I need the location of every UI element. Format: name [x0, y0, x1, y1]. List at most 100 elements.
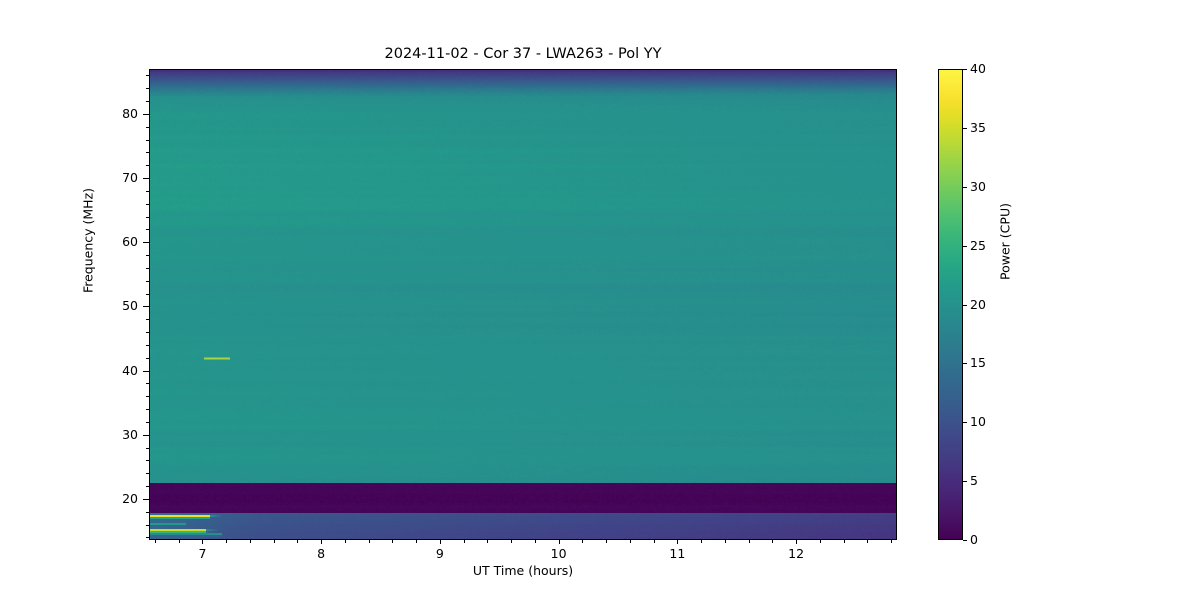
- x-tick-minor: [344, 540, 346, 543]
- x-axis-label: UT Time (hours): [472, 563, 574, 578]
- x-tick-minor: [701, 540, 703, 543]
- y-tick-label: 30: [122, 426, 138, 442]
- x-tick-minor: [249, 540, 251, 543]
- colorbar-tick: [963, 363, 967, 365]
- colorbar-tick: [963, 245, 967, 247]
- x-tick-major: [796, 540, 798, 544]
- colorbar-tick-label: 30: [970, 178, 986, 194]
- y-tick-minor: [145, 486, 149, 488]
- y-tick-minor: [145, 511, 149, 513]
- colorbar-tick-label: 25: [970, 237, 986, 253]
- y-tick-minor: [145, 216, 149, 218]
- colorbar-gradient: [939, 70, 962, 539]
- y-tick-minor: [145, 190, 149, 192]
- x-tick-major: [439, 540, 441, 544]
- colorbar-label: Power (CPU): [997, 203, 1013, 280]
- x-tick-minor: [772, 540, 774, 543]
- colorbar-tick-label: 40: [970, 61, 986, 76]
- colorbar-tick: [963, 481, 967, 483]
- y-tick-minor: [145, 101, 149, 103]
- x-tick-major: [321, 540, 323, 544]
- colorbar-tick: [963, 540, 967, 541]
- x-tick-minor: [724, 540, 726, 543]
- y-tick-major: [143, 178, 149, 180]
- x-tick-minor: [178, 540, 180, 543]
- y-tick-label: 60: [122, 234, 138, 250]
- x-tick-label: 8: [317, 546, 326, 561]
- x-tick-minor: [534, 540, 536, 543]
- colorbar[interactable]: [938, 69, 963, 540]
- x-tick-minor: [653, 540, 655, 543]
- x-tick-label: 11: [669, 546, 686, 561]
- y-tick-minor: [145, 126, 149, 128]
- spectrogram-image: [150, 70, 896, 539]
- x-tick-minor: [891, 540, 893, 543]
- x-tick-minor: [867, 540, 869, 543]
- y-tick-label: 20: [122, 490, 138, 506]
- x-tick-major: [677, 540, 679, 544]
- y-tick-minor: [145, 537, 149, 539]
- spectrogram-axes[interactable]: [149, 69, 897, 540]
- colorbar-tick: [963, 127, 967, 129]
- y-tick-minor: [145, 383, 149, 385]
- x-tick-minor: [416, 540, 418, 543]
- x-tick-minor: [487, 540, 489, 543]
- y-tick-minor: [145, 409, 149, 411]
- colorbar-tick: [963, 69, 967, 70]
- x-tick-minor: [582, 540, 584, 543]
- page-title: 2024-11-02 - Cor 37 - LWA263 - Pol YY: [384, 46, 662, 62]
- y-tick-minor: [145, 88, 149, 90]
- y-tick-label: 50: [122, 298, 138, 314]
- x-tick-minor: [226, 540, 228, 543]
- y-tick-minor: [145, 460, 149, 462]
- x-tick-minor: [368, 540, 370, 543]
- colorbar-tick-label: 15: [970, 355, 986, 371]
- x-tick-minor: [819, 540, 821, 543]
- x-tick-minor: [606, 540, 608, 543]
- colorbar-tick: [963, 304, 967, 306]
- y-tick-minor: [145, 267, 149, 269]
- colorbar-tick: [963, 422, 967, 424]
- colorbar-tick: [963, 186, 967, 188]
- y-tick-major: [143, 242, 149, 244]
- y-tick-label: 80: [122, 105, 138, 121]
- colorbar-tick-label: 35: [970, 119, 986, 135]
- y-tick-major: [143, 113, 149, 115]
- x-tick-label: 7: [198, 546, 207, 561]
- x-tick-major: [558, 540, 560, 544]
- y-tick-minor: [145, 139, 149, 141]
- y-tick-minor: [145, 447, 149, 449]
- y-tick-minor: [145, 524, 149, 526]
- x-tick-minor: [273, 540, 275, 543]
- y-axis-label: Frequency (MHz): [80, 187, 96, 294]
- x-tick-label: 9: [435, 546, 444, 561]
- y-tick-minor: [145, 229, 149, 231]
- x-tick-minor: [843, 540, 845, 543]
- x-tick-minor: [748, 540, 750, 543]
- y-tick-minor: [145, 319, 149, 321]
- y-tick-minor: [145, 255, 149, 257]
- x-tick-label: 10: [550, 546, 567, 561]
- x-tick-label: 12: [788, 546, 805, 561]
- y-tick-minor: [145, 75, 149, 77]
- y-tick-label: 40: [122, 362, 138, 378]
- y-tick-minor: [145, 421, 149, 423]
- y-tick-minor: [145, 293, 149, 295]
- colorbar-tick-label: 0: [970, 532, 978, 547]
- x-tick-major: [202, 540, 204, 544]
- y-tick-minor: [145, 203, 149, 205]
- x-tick-minor: [392, 540, 394, 543]
- y-tick-minor: [145, 165, 149, 167]
- colorbar-tick-label: 10: [970, 414, 986, 430]
- x-tick-minor: [154, 540, 156, 543]
- y-tick-minor: [145, 152, 149, 154]
- x-tick-minor: [463, 540, 465, 543]
- y-tick-minor: [145, 473, 149, 475]
- x-tick-minor: [297, 540, 299, 543]
- y-tick-minor: [145, 357, 149, 359]
- y-tick-major: [143, 498, 149, 500]
- y-tick-minor: [145, 396, 149, 398]
- x-tick-minor: [511, 540, 513, 543]
- y-tick-major: [143, 306, 149, 308]
